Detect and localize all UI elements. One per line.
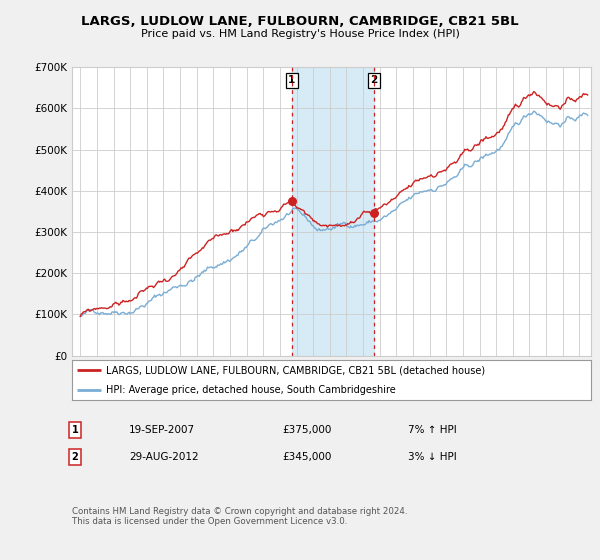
- Text: 3% ↓ HPI: 3% ↓ HPI: [408, 452, 457, 462]
- Text: 2: 2: [71, 452, 79, 462]
- Text: LARGS, LUDLOW LANE, FULBOURN, CAMBRIDGE, CB21 5BL: LARGS, LUDLOW LANE, FULBOURN, CAMBRIDGE,…: [81, 15, 519, 28]
- Text: Price paid vs. HM Land Registry's House Price Index (HPI): Price paid vs. HM Land Registry's House …: [140, 29, 460, 39]
- Text: 19-SEP-2007: 19-SEP-2007: [129, 425, 195, 435]
- Bar: [292, 67, 374, 356]
- Text: 29-AUG-2012: 29-AUG-2012: [129, 452, 199, 462]
- Text: £345,000: £345,000: [282, 452, 331, 462]
- Text: 2: 2: [370, 75, 377, 85]
- Text: LARGS, LUDLOW LANE, FULBOURN, CAMBRIDGE, CB21 5BL (detached house): LARGS, LUDLOW LANE, FULBOURN, CAMBRIDGE,…: [106, 365, 485, 375]
- Text: 7% ↑ HPI: 7% ↑ HPI: [408, 425, 457, 435]
- Text: 1: 1: [288, 75, 296, 85]
- Text: HPI: Average price, detached house, South Cambridgeshire: HPI: Average price, detached house, Sout…: [106, 385, 395, 395]
- Text: £375,000: £375,000: [282, 425, 331, 435]
- Text: Contains HM Land Registry data © Crown copyright and database right 2024.
This d: Contains HM Land Registry data © Crown c…: [72, 507, 407, 526]
- Text: 1: 1: [71, 425, 79, 435]
